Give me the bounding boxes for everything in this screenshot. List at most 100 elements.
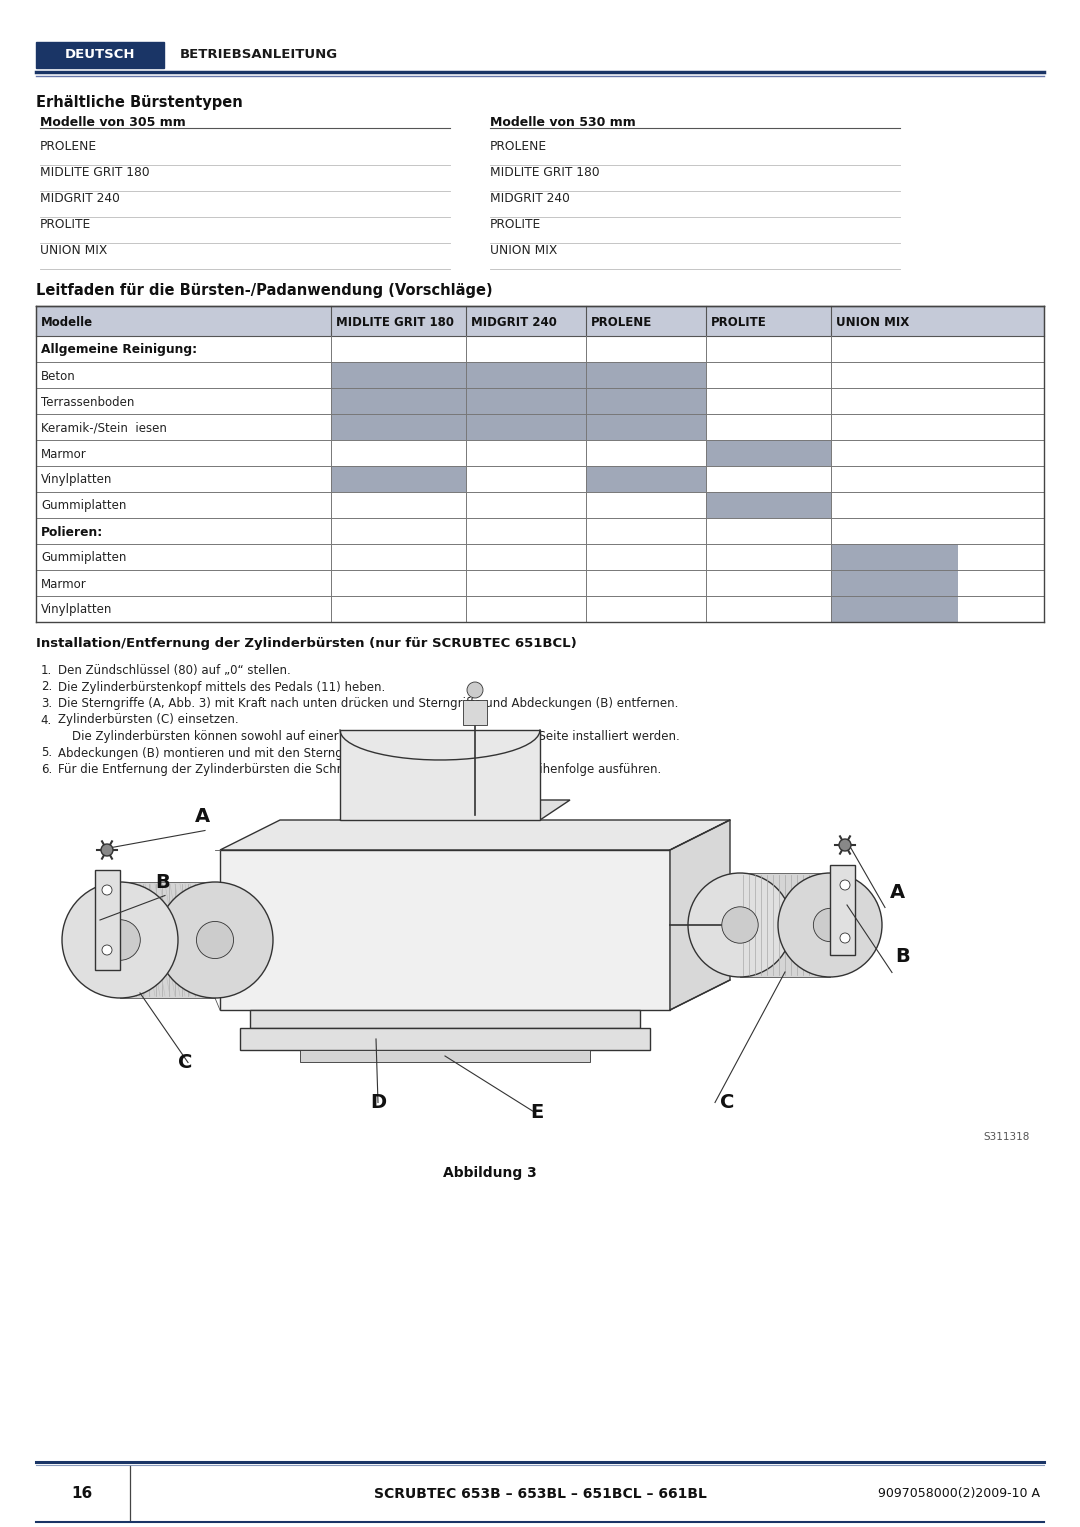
Text: Erhältliche Bürstentypen: Erhältliche Bürstentypen: [36, 95, 243, 110]
Polygon shape: [300, 1051, 590, 1061]
Text: PROLITE: PROLITE: [711, 316, 767, 328]
Polygon shape: [340, 730, 540, 820]
Text: C: C: [720, 1092, 734, 1112]
Text: Vinylplatten: Vinylplatten: [41, 473, 112, 487]
Bar: [465, 388, 586, 414]
Polygon shape: [340, 800, 570, 820]
Text: DEUTSCH: DEUTSCH: [65, 49, 135, 61]
Text: Modelle von 530 mm: Modelle von 530 mm: [490, 116, 636, 128]
Text: MIDGRIT 240: MIDGRIT 240: [490, 191, 570, 205]
Text: A: A: [890, 883, 905, 901]
Text: 5.: 5.: [41, 747, 52, 759]
Text: Die Zylinderbürsten können sowohl auf einer Seite als auch auf einer anderen Sei: Die Zylinderbürsten können sowohl auf ei…: [72, 730, 679, 744]
Text: MIDGRIT 240: MIDGRIT 240: [40, 191, 120, 205]
Text: SCRUBTEC 653B – 653BL – 651BCL – 661BL: SCRUBTEC 653B – 653BL – 651BCL – 661BL: [374, 1487, 706, 1501]
Circle shape: [102, 886, 112, 895]
Text: Vinylplatten: Vinylplatten: [41, 603, 112, 617]
Text: Zylinderbürsten (C) einsetzen.: Zylinderbürsten (C) einsetzen.: [58, 713, 239, 727]
Bar: [36, 43, 164, 69]
Bar: [831, 596, 958, 621]
Bar: [36, 544, 1044, 570]
Text: Installation/Entfernung der Zylinderbürsten (nur für SCRUBTEC 651BCL): Installation/Entfernung der Zylinderbürs…: [36, 637, 577, 651]
Polygon shape: [95, 870, 120, 970]
Text: 2.: 2.: [41, 681, 52, 693]
Bar: [36, 440, 1044, 466]
Text: PROLENE: PROLENE: [490, 139, 548, 153]
Bar: [330, 466, 465, 492]
Bar: [465, 414, 586, 440]
Text: C: C: [178, 1052, 192, 1072]
Polygon shape: [120, 883, 215, 999]
Text: MIDLITE GRIT 180: MIDLITE GRIT 180: [40, 165, 150, 179]
Bar: [586, 362, 706, 388]
Bar: [465, 362, 586, 388]
Bar: [36, 466, 1044, 492]
Text: PROLENE: PROLENE: [591, 316, 652, 328]
Circle shape: [688, 873, 792, 977]
Polygon shape: [220, 851, 670, 1009]
Text: PROLITE: PROLITE: [490, 217, 541, 231]
Text: MIDLITE GRIT 180: MIDLITE GRIT 180: [336, 316, 454, 328]
Bar: [706, 440, 831, 466]
Bar: [330, 388, 465, 414]
Text: E: E: [530, 1102, 543, 1121]
Text: 6.: 6.: [41, 764, 52, 776]
Text: UNION MIX: UNION MIX: [490, 243, 557, 257]
Circle shape: [778, 873, 882, 977]
Text: PROLITE: PROLITE: [40, 217, 91, 231]
Text: B: B: [156, 872, 170, 892]
Bar: [36, 518, 1044, 544]
Circle shape: [102, 844, 113, 857]
Text: Leitfaden für die Bürsten-/Padanwendung (Vorschläge): Leitfaden für die Bürsten-/Padanwendung …: [36, 282, 492, 298]
Text: 3.: 3.: [41, 696, 52, 710]
Text: Terrassenboden: Terrassenboden: [41, 395, 134, 409]
Polygon shape: [240, 1028, 650, 1051]
Text: Gummiplatten: Gummiplatten: [41, 499, 126, 513]
Text: BETRIEBSANLEITUNG: BETRIEBSANLEITUNG: [180, 49, 338, 61]
Bar: [706, 492, 831, 518]
Polygon shape: [463, 699, 487, 725]
Bar: [36, 336, 1044, 362]
Circle shape: [99, 919, 140, 960]
Text: 1.: 1.: [41, 664, 52, 676]
Bar: [586, 466, 706, 492]
Circle shape: [62, 883, 178, 999]
Bar: [36, 362, 1044, 388]
Polygon shape: [670, 820, 730, 1009]
Circle shape: [840, 933, 850, 944]
Text: MIDGRIT 240: MIDGRIT 240: [471, 316, 557, 328]
Text: 16: 16: [71, 1486, 93, 1501]
Bar: [330, 362, 465, 388]
Text: Allgemeine Reinigung:: Allgemeine Reinigung:: [41, 344, 198, 356]
Text: A: A: [195, 808, 211, 826]
Text: Beton: Beton: [41, 370, 76, 382]
Text: Keramik-/Stein  iesen: Keramik-/Stein iesen: [41, 421, 167, 435]
Polygon shape: [831, 864, 855, 954]
Text: MIDLITE GRIT 180: MIDLITE GRIT 180: [490, 165, 599, 179]
Bar: [586, 388, 706, 414]
Text: 4.: 4.: [41, 713, 52, 727]
Circle shape: [102, 945, 112, 954]
Text: UNION MIX: UNION MIX: [836, 316, 909, 328]
Text: Modelle: Modelle: [41, 316, 93, 328]
Bar: [36, 570, 1044, 596]
Bar: [36, 414, 1044, 440]
Circle shape: [813, 909, 847, 942]
Bar: [36, 492, 1044, 518]
Text: 9097058000(2)2009-10 A: 9097058000(2)2009-10 A: [878, 1487, 1040, 1501]
Text: Modelle von 305 mm: Modelle von 305 mm: [40, 116, 186, 128]
Circle shape: [840, 880, 850, 890]
Circle shape: [839, 838, 851, 851]
Circle shape: [157, 883, 273, 999]
Text: Gummiplatten: Gummiplatten: [41, 551, 126, 565]
Text: PROLENE: PROLENE: [40, 139, 97, 153]
Text: Marmor: Marmor: [41, 577, 86, 591]
Text: Für die Entfernung der Zylinderbürsten die Schritte von 1 bis 5 in umgekehrte Re: Für die Entfernung der Zylinderbürsten d…: [58, 764, 661, 776]
Text: UNION MIX: UNION MIX: [40, 243, 107, 257]
Circle shape: [197, 921, 233, 959]
Bar: [831, 570, 958, 596]
Bar: [586, 414, 706, 440]
Text: Marmor: Marmor: [41, 447, 86, 461]
Circle shape: [721, 907, 758, 944]
Bar: [330, 414, 465, 440]
